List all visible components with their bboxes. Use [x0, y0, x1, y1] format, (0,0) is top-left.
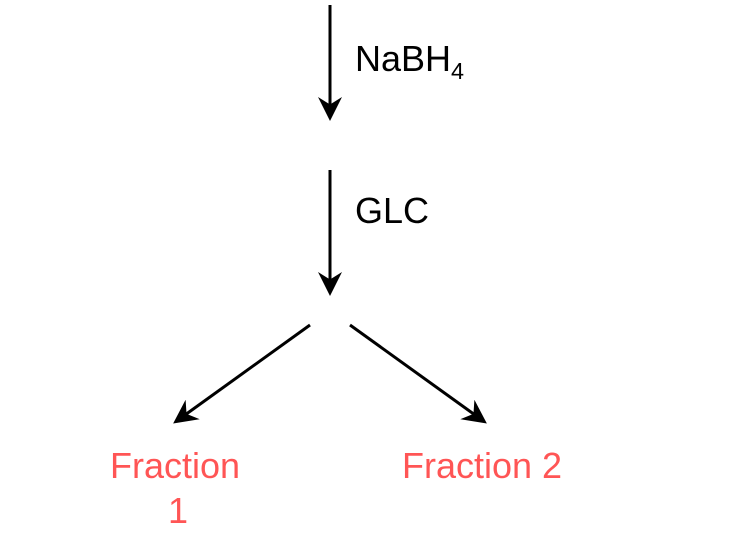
nabh4-subscript: 4 [451, 58, 464, 84]
arrow-right [350, 325, 482, 420]
arrow-left [178, 325, 310, 420]
fraction1-label-line1: Fraction [110, 445, 240, 487]
step-label-glc: GLC [355, 190, 429, 232]
step-label-nabh4: NaBH4 [355, 38, 464, 80]
fraction2-label: Fraction 2 [402, 445, 562, 487]
fraction1-label-line2: 1 [168, 490, 188, 532]
nabh4-text: NaBH [355, 38, 451, 79]
